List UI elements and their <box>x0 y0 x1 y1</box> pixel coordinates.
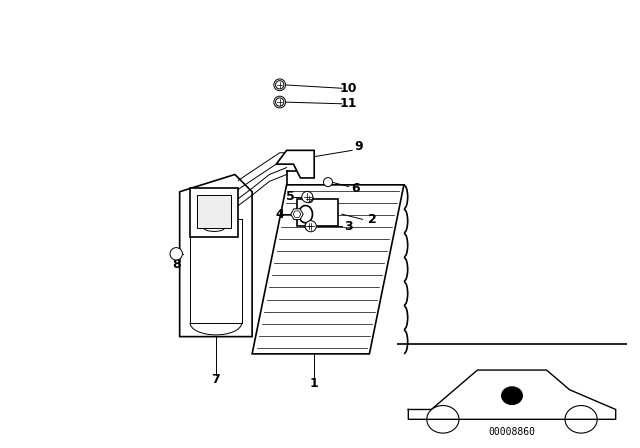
FancyBboxPatch shape <box>190 188 238 237</box>
Circle shape <box>276 81 284 89</box>
Polygon shape <box>180 174 252 336</box>
Circle shape <box>305 194 313 203</box>
Text: 4: 4 <box>275 208 284 221</box>
Circle shape <box>274 79 285 90</box>
Text: 6: 6 <box>351 182 360 195</box>
Polygon shape <box>293 211 301 217</box>
Circle shape <box>274 96 285 108</box>
Circle shape <box>276 98 284 106</box>
Circle shape <box>170 248 182 260</box>
Text: 00008860: 00008860 <box>488 427 536 437</box>
Text: 3: 3 <box>344 220 353 233</box>
Text: 7: 7 <box>211 373 220 386</box>
Polygon shape <box>291 209 303 220</box>
FancyBboxPatch shape <box>297 198 339 226</box>
Text: 9: 9 <box>355 140 364 153</box>
Circle shape <box>502 387 522 405</box>
Text: 2: 2 <box>369 213 377 226</box>
Polygon shape <box>276 151 314 178</box>
Circle shape <box>305 221 316 232</box>
Polygon shape <box>252 185 404 354</box>
Text: 11: 11 <box>340 97 358 110</box>
Circle shape <box>427 405 459 433</box>
Text: 1: 1 <box>310 377 319 390</box>
Text: 8: 8 <box>172 258 180 271</box>
Text: 5: 5 <box>285 190 294 203</box>
Circle shape <box>302 191 313 202</box>
Circle shape <box>305 222 313 230</box>
Circle shape <box>323 177 333 186</box>
Circle shape <box>565 405 597 433</box>
FancyBboxPatch shape <box>197 195 232 228</box>
Text: 10: 10 <box>340 82 358 95</box>
